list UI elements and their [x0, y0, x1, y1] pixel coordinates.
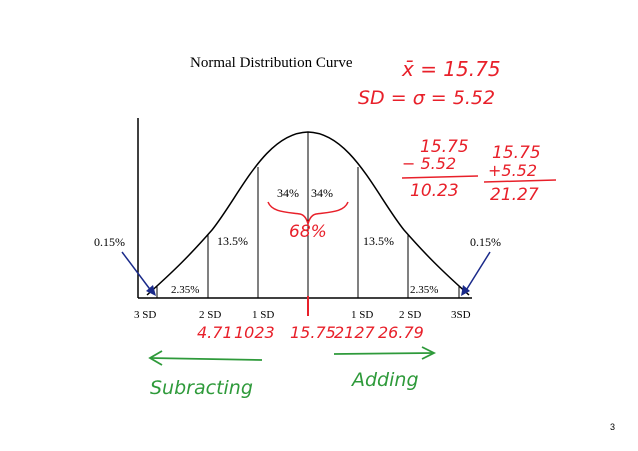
value-minus1: 1023 — [234, 323, 275, 342]
subtracting-label: Subracting — [150, 377, 253, 399]
sd-label-plus2: 2 SD — [399, 309, 421, 321]
value-mean: 15.75 — [290, 323, 336, 342]
adding-arrow — [333, 346, 437, 360]
annotation-68: 68% — [289, 222, 327, 242]
label-right-13-5: 13.5% — [363, 234, 394, 248]
sd-label-minus2: 2 SD — [199, 309, 221, 321]
center-brace — [267, 201, 349, 225]
calc-left-rule — [401, 175, 479, 179]
sd-label-plus3: 3SD — [451, 309, 471, 321]
label-left-34: 34% — [277, 186, 299, 200]
calc-left-mid: − 5.52 — [402, 154, 456, 173]
label-left-tail: 0.15% — [94, 235, 125, 249]
slide-title: Normal Distribution Curve — [190, 55, 353, 71]
left-tail-arrow — [121, 251, 156, 296]
sd-label-minus3: 3 SD — [134, 309, 156, 321]
label-right-34: 34% — [311, 186, 333, 200]
value-plus1: 2127 — [334, 323, 376, 342]
value-plus3: 26.79 — [378, 323, 424, 342]
sd-label-plus1: 1 SD — [351, 309, 373, 321]
label-right-2-35: 2.35% — [410, 284, 438, 296]
calc-left-top: 15.75 — [420, 137, 469, 157]
subtracting-arrow — [148, 350, 263, 366]
adding-label: Adding — [350, 369, 419, 391]
calc-right-top: 15.75 — [492, 143, 541, 163]
calc-right-result: 21.27 — [490, 185, 539, 205]
value-minus3: 4.71 — [197, 323, 233, 342]
annotation-sd: SD = σ = 5.52 — [358, 87, 495, 109]
label-left-2-35: 2.35% — [171, 284, 199, 296]
label-right-tail: 0.15% — [470, 235, 501, 249]
calc-right-mid: +5.52 — [488, 161, 537, 180]
right-tail-arrow — [461, 251, 491, 296]
annotation-mean: x̄ = 15.75 — [401, 57, 501, 81]
label-left-13-5: 13.5% — [217, 234, 248, 248]
calc-left-result: 10.23 — [410, 181, 459, 201]
page-number: 3 — [610, 422, 615, 432]
sd-label-minus1: 1 SD — [252, 309, 274, 321]
calc-right-rule — [483, 179, 557, 183]
